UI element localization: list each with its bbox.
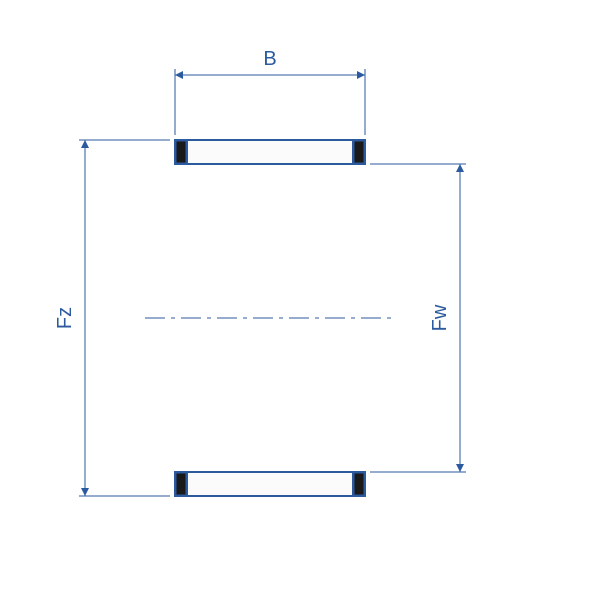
roller-cap-left [176,473,186,495]
roller-cap-right [354,473,364,495]
roller-body [187,141,353,163]
label-Fw: Fw [429,304,451,331]
roller-body [187,473,353,495]
bearing-diagram: B Fz Fw [0,0,600,600]
label-B: B [263,48,276,70]
dimension-layer [79,69,466,496]
roller-cap-left [176,141,186,163]
label-layer: B Fz Fw [54,48,451,331]
label-Fz: Fz [54,307,76,329]
roller-cap-right [354,141,364,163]
